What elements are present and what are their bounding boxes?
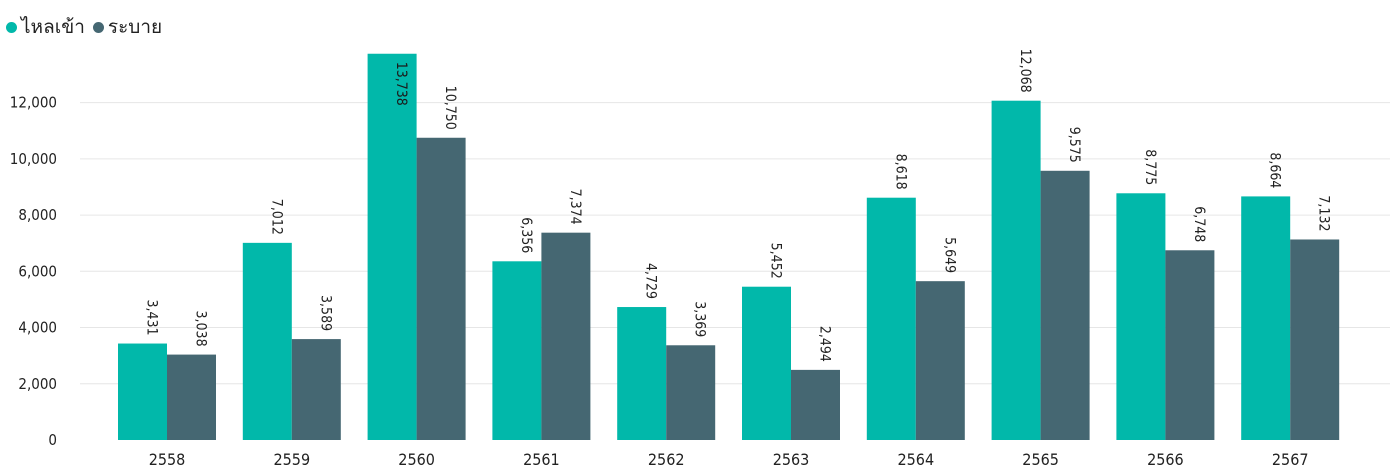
data-label: 6,748 [1191, 206, 1207, 242]
data-label: 3,589 [317, 295, 333, 331]
x-tick-label: 2565 [1022, 450, 1059, 469]
data-label: 2,494 [817, 326, 833, 362]
data-label: 13,738 [393, 62, 409, 106]
data-label: 3,038 [193, 311, 209, 347]
y-tick-label: 8,000 [18, 206, 57, 224]
x-tick-label: 2559 [273, 450, 310, 469]
y-tick-label: 0 [48, 431, 57, 449]
data-label: 7,132 [1316, 195, 1332, 231]
bar-outflow[interactable] [1290, 239, 1340, 440]
bar-outflow[interactable] [416, 137, 466, 441]
legend: ไหลเข้า ระบาย [6, 12, 170, 42]
bar-outflow[interactable] [167, 354, 216, 440]
legend-item-outflow[interactable]: ระบาย [92, 12, 163, 42]
data-label: 12,068 [1017, 49, 1033, 93]
bar-inflow[interactable] [242, 242, 292, 440]
bar-outflow[interactable] [1165, 250, 1215, 440]
x-tick-label: 2567 [1272, 450, 1309, 469]
data-label: 8,664 [1267, 152, 1283, 188]
x-tick-label: 2558 [149, 450, 186, 469]
data-label: 5,649 [941, 237, 957, 273]
x-tick-label: 2560 [398, 450, 435, 469]
bar-inflow[interactable] [492, 261, 542, 440]
data-label: 8,618 [892, 154, 908, 190]
bar-outflow[interactable] [1040, 170, 1090, 440]
legend-item-inflow[interactable]: ไหลเข้า [6, 12, 85, 42]
data-label: 7,374 [567, 189, 583, 225]
y-tick-label: 2,000 [18, 375, 57, 393]
x-tick-label: 2563 [773, 450, 810, 469]
x-tick-label: 2564 [897, 450, 934, 469]
x-tick-label: 2566 [1147, 450, 1184, 469]
x-tick-label: 2562 [648, 450, 685, 469]
bar-inflow[interactable] [991, 100, 1041, 440]
data-label: 9,575 [1066, 127, 1082, 163]
y-tick-label: 6,000 [18, 262, 57, 280]
y-tick-label: 10,000 [10, 150, 57, 168]
bar-inflow[interactable] [742, 286, 791, 440]
legend-label-outflow: ระบาย [107, 16, 163, 38]
bar-inflow[interactable] [118, 343, 167, 440]
legend-dot-outflow [92, 21, 104, 33]
data-label: 5,452 [768, 243, 784, 279]
bar-inflow[interactable] [617, 307, 667, 440]
x-tick-label: 2561 [523, 450, 560, 469]
bar-outflow[interactable] [915, 281, 965, 440]
bar-inflow[interactable] [866, 197, 916, 440]
data-label: 3,369 [692, 301, 708, 337]
bar-inflow[interactable] [367, 53, 417, 440]
data-label: 7,012 [268, 199, 284, 235]
legend-label-inflow: ไหลเข้า [21, 16, 85, 38]
bar-inflow[interactable] [1116, 193, 1166, 440]
data-label: 3,431 [144, 299, 160, 335]
bar-outflow[interactable] [541, 232, 591, 440]
data-label: 10,750 [442, 86, 458, 130]
data-label: 8,775 [1142, 149, 1158, 185]
y-tick-label: 12,000 [10, 94, 57, 112]
y-tick-label: 4,000 [18, 319, 57, 337]
bar-outflow[interactable] [666, 345, 716, 440]
data-label: 6,356 [518, 217, 534, 253]
bar-inflow[interactable] [1241, 196, 1291, 440]
legend-dot-inflow [6, 21, 17, 33]
bar-outflow[interactable] [291, 339, 341, 440]
data-label: 4,729 [643, 263, 659, 299]
bar-outflow[interactable] [791, 369, 840, 440]
